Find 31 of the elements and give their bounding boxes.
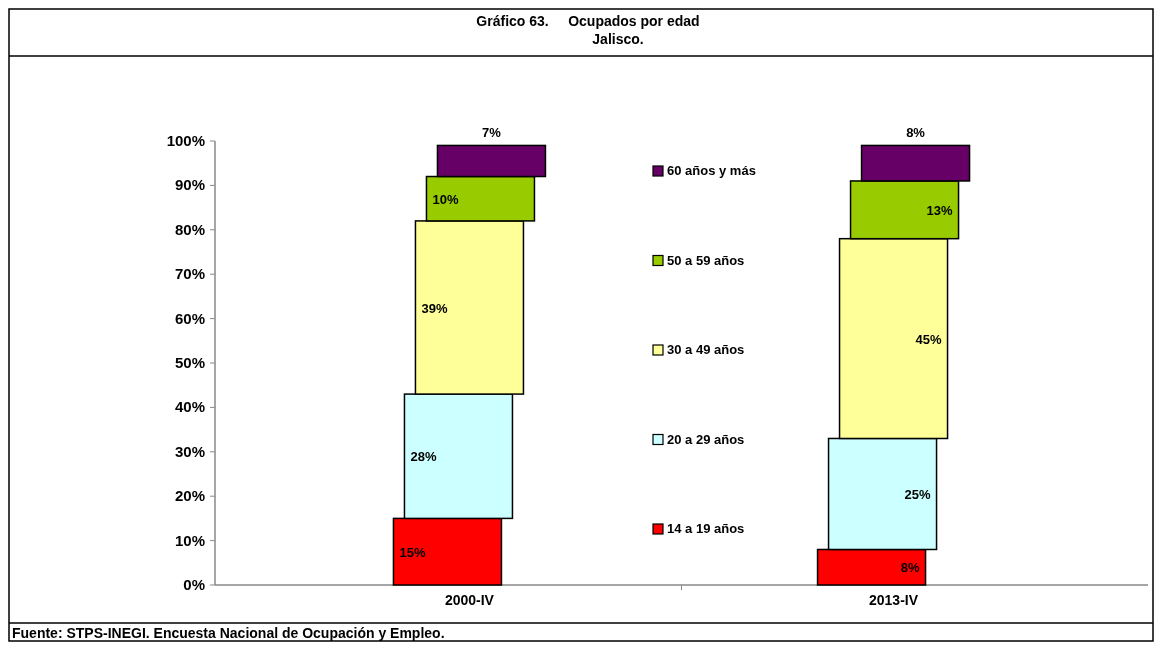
legend-label: 50 a 59 años <box>667 252 745 268</box>
chart-subtitle: Jalisco. <box>592 31 644 47</box>
data-label: 8% <box>900 560 920 576</box>
data-label: 45% <box>915 331 942 347</box>
y-tick-label: 30% <box>174 442 205 460</box>
data-label: 7% <box>482 125 502 141</box>
legend-label: 60 años y más <box>667 163 756 178</box>
y-tick-label: 50% <box>174 354 205 371</box>
data-label: 15% <box>399 544 426 560</box>
y-tick-label: 0% <box>183 576 205 593</box>
source-note: Fuente: STPS-INEGI. Encuesta Nacional de Ocupación y Empleo. <box>12 625 445 641</box>
data-label: 10% <box>432 191 459 207</box>
x-tick-label: 2013-IV <box>869 592 919 608</box>
x-tick-label: 2000-IV <box>444 592 495 608</box>
y-tick-label: 90% <box>174 176 205 194</box>
y-tick-label: 70% <box>174 265 205 283</box>
y-tick-label: 100% <box>166 132 205 149</box>
data-label: 39% <box>421 300 448 316</box>
data-label: 8% <box>906 125 926 141</box>
data-label: 25% <box>904 486 931 502</box>
data-label: 13% <box>926 202 953 218</box>
y-tick-label: 40% <box>174 398 205 416</box>
data-label: 28% <box>410 449 437 465</box>
legend-label: 14 a 19 años <box>667 521 745 536</box>
y-tick-label: 20% <box>174 487 205 505</box>
legend-label: 20 a 29 años <box>667 431 745 447</box>
y-tick-label: 10% <box>174 531 205 549</box>
chart-title: Gráfico 63. Ocupados por edad <box>476 13 700 29</box>
legend-label: 30 a 49 años <box>667 342 745 357</box>
y-tick-label: 60% <box>174 309 205 327</box>
y-tick-label: 80% <box>174 220 205 238</box>
